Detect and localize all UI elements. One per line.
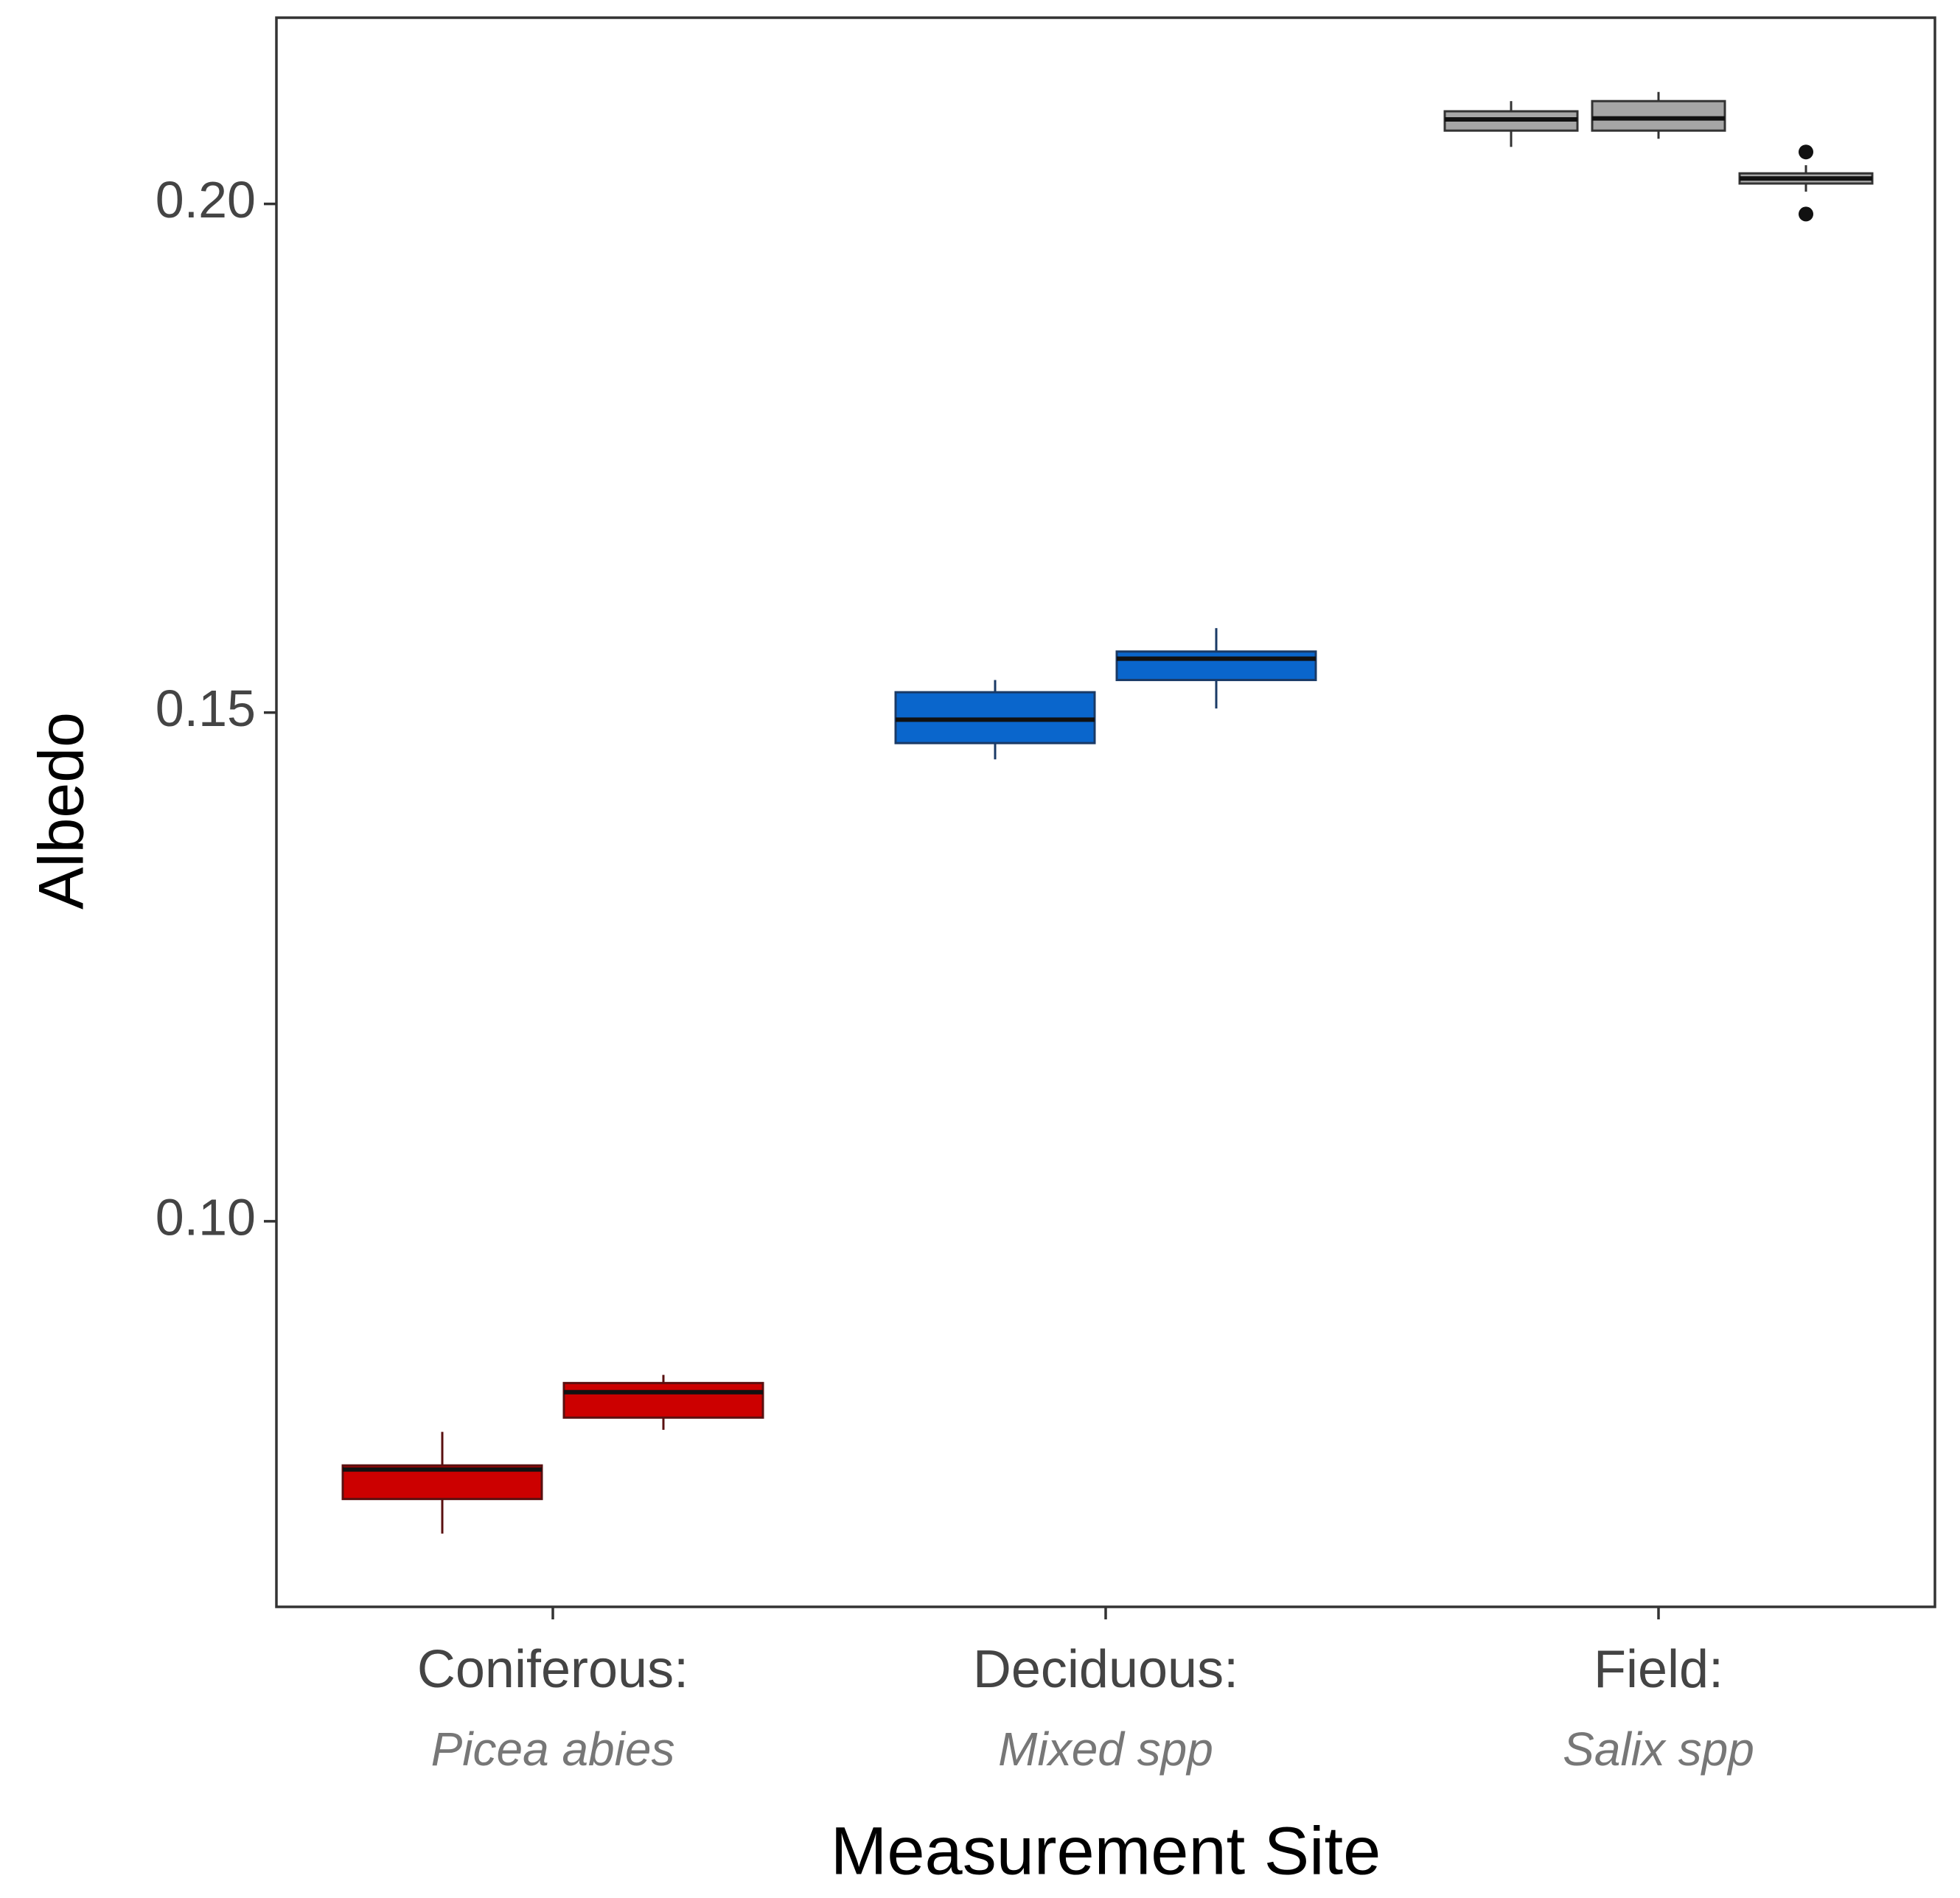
y-tick-label: 0.20 bbox=[156, 171, 256, 228]
box bbox=[1591, 100, 1726, 132]
y-axis-title: Albedo bbox=[27, 712, 97, 910]
panel-border bbox=[275, 16, 1936, 1608]
outlier bbox=[1799, 206, 1813, 222]
x-axis-title: Measurement Site bbox=[831, 1813, 1381, 1888]
outlier bbox=[1799, 144, 1813, 160]
x-tick-label: Deciduous: bbox=[973, 1640, 1238, 1699]
x-tick-label: Field: bbox=[1594, 1640, 1723, 1699]
x-tick-sublabel: Salix spp bbox=[1563, 1723, 1754, 1776]
x-tick-label: Coniferous: bbox=[417, 1640, 688, 1699]
y-tick-label: 0.10 bbox=[156, 1188, 256, 1246]
box bbox=[1115, 650, 1317, 682]
y-tick-label: 0.15 bbox=[156, 680, 256, 737]
x-tick-sublabel: Mixed spp bbox=[998, 1723, 1213, 1776]
box bbox=[562, 1381, 764, 1419]
x-tick-sublabel: Picea abies bbox=[431, 1723, 675, 1776]
